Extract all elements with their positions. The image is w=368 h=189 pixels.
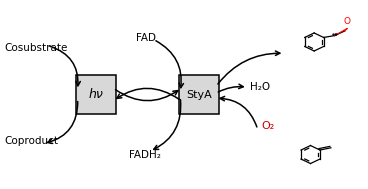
Text: O: O [344, 17, 351, 26]
Text: FADH₂: FADH₂ [129, 149, 161, 160]
FancyBboxPatch shape [178, 75, 219, 114]
FancyBboxPatch shape [76, 75, 116, 114]
Text: O₂: O₂ [261, 121, 274, 131]
Text: hν: hν [89, 88, 103, 101]
Text: FAD: FAD [136, 33, 156, 43]
Text: H₂O: H₂O [250, 82, 270, 92]
Text: StyA: StyA [186, 90, 212, 99]
Text: Coproduct: Coproduct [4, 136, 59, 146]
Text: Cosubstrate: Cosubstrate [4, 43, 68, 53]
